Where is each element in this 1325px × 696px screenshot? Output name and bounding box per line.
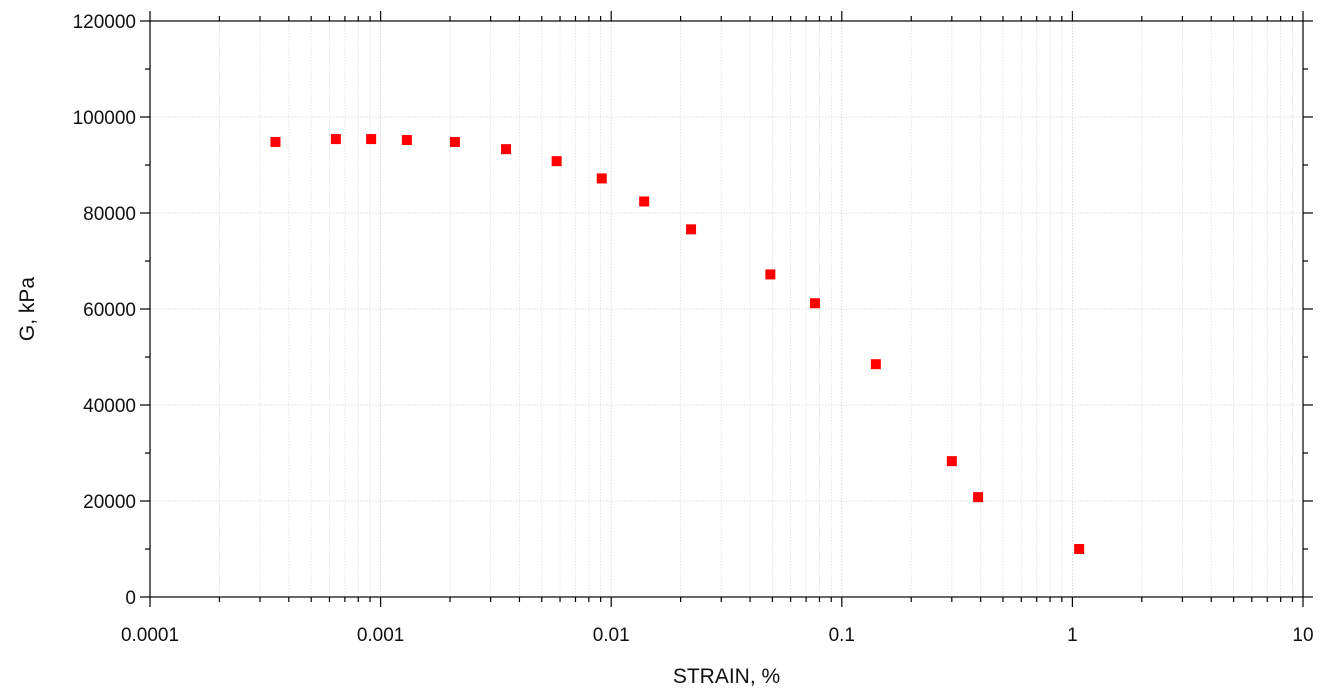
- y-tick-label: 120000: [73, 12, 136, 33]
- data-point: [946, 456, 957, 467]
- data-point: [270, 136, 281, 147]
- y-tick-label: 80000: [83, 204, 136, 225]
- plot-area-frame: [149, 20, 1304, 598]
- y-tick-label: 0: [125, 588, 136, 609]
- data-point: [501, 144, 512, 155]
- data-point: [870, 359, 881, 370]
- data-point: [1074, 544, 1085, 554]
- x-axis-title: STRAIN, %: [673, 665, 780, 688]
- data-point: [809, 298, 820, 309]
- x-tick-label: 10: [1292, 625, 1313, 646]
- y-tick-label: 20000: [83, 492, 136, 513]
- data-point: [765, 269, 776, 280]
- x-tick-label: 0.0001: [121, 625, 179, 646]
- x-tick-label: 0.1: [829, 625, 855, 646]
- grid: [150, 21, 1303, 597]
- y-axis-tick-labels: 0 20000 40000 60000 80000 100000 120000: [73, 12, 136, 609]
- data-point: [973, 492, 984, 503]
- x-tick-label: 0.01: [593, 625, 630, 646]
- y-tick-label: 100000: [73, 108, 136, 129]
- y-tick-label: 60000: [83, 300, 136, 321]
- data-point: [596, 173, 607, 184]
- data-point: [551, 156, 562, 167]
- x-axis-tick-labels: 0.0001 0.001 0.01 0.1 1 10: [121, 625, 1314, 646]
- data-point: [639, 196, 650, 207]
- data-point: [686, 224, 697, 235]
- y-tick-label: 40000: [83, 396, 136, 417]
- y-axis-title: G, kPa: [16, 277, 39, 342]
- data-point: [401, 135, 412, 146]
- x-tick-label: 1: [1067, 625, 1078, 646]
- axis-ticks: [140, 11, 1313, 607]
- data-point: [330, 134, 341, 145]
- x-tick-label: 0.001: [357, 625, 405, 646]
- data-point: [366, 134, 377, 145]
- data-points: [270, 134, 1085, 554]
- data-point: [449, 136, 460, 147]
